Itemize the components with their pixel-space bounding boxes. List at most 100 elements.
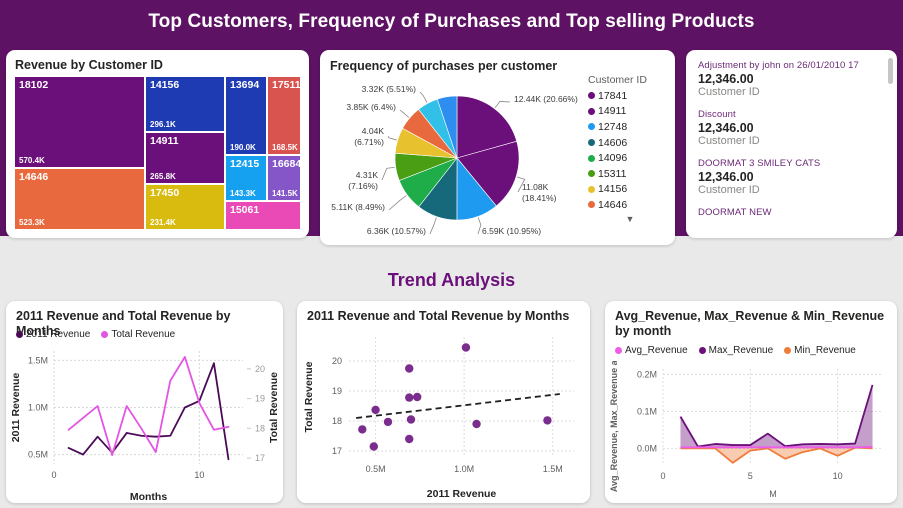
treemap-tile[interactable]: 18102 570.4K [14,76,145,168]
scatter-chart-plot[interactable]: 17 18 19 20 0.5M 1.0M 1.5M 2011 Revenue Total Re… [297,325,590,503]
product-list-item[interactable]: DOORMAT 3 SMILEY CATS 12,346.00 Customer I… [698,158,887,196]
pie-legend-item[interactable]: 14911 [588,104,672,120]
treemap-plot[interactable]: 18102 570.4K 14646 523.3K 14156 296.1K 14911 26… [14,76,301,230]
scatter-point[interactable] [405,393,414,402]
pie-slice[interactable] [456,140,520,207]
revenue-scatter-chart-card[interactable]: 2011 Revenue and Total Revenue by Months… [297,301,590,503]
pie-legend-item[interactable]: 14606 [588,135,672,151]
revenue-area-chart-card[interactable]: Avg_Revenue, Max_Revenue & Min_Revenue b… [605,301,897,503]
revenue-by-customer-card[interactable]: Revenue by Customer ID 18102 570.4K 14646 5… [6,50,309,238]
pie-legend-label: 15311 [598,167,627,180]
treemap-tile[interactable]: 14646 523.3K [14,168,145,230]
line-chart-legend[interactable]: 2011 Revenue Total Revenue [16,329,183,340]
scatter-point[interactable] [472,419,481,429]
treemap-tile-value: 190.0K [230,143,256,152]
product-value: 12,346.00 [698,72,754,86]
scatter-point[interactable] [413,392,422,402]
product-list-scrollbar[interactable] [888,58,893,84]
area-series-line[interactable] [680,446,873,464]
pie-slice[interactable] [436,95,458,159]
scatter-point[interactable] [383,417,393,427]
legend-item[interactable]: Min_Revenue [784,345,856,356]
pie-slice-label: 4.04K [362,126,385,136]
frequency-of-purchases-card[interactable]: Frequency of purchases per customer 12.4… [320,50,675,245]
treemap-tile[interactable]: 14156 296.1K [145,76,225,132]
axis-text: 1.5M [28,355,48,365]
treemap-tile[interactable]: 15061 [225,201,301,230]
trendline [355,393,560,419]
axis-text: 2011 Revenue [427,488,497,500]
axis-text: Months [130,491,167,503]
pie-slice-label: 3.32K (5.51%) [362,84,417,94]
legend-label: Max_Revenue [708,345,774,356]
product-measure-label: Customer ID [698,184,760,196]
treemap-tile-id: 16684 [272,158,301,170]
pie-legend-item[interactable]: 12748 [588,119,672,135]
area-chart-legend[interactable]: Avg_Revenue Max_Revenue Min_Revenue [615,345,864,356]
scatter-point[interactable] [405,364,414,373]
pie-chart[interactable]: 12.44K (20.66%) 11.08K(18.41%) 6.59K (10.9… [322,70,592,242]
treemap-tile[interactable]: 13694 190.0K [225,76,267,155]
scatter-chart-title: 2011 Revenue and Total Revenue by Months [307,309,570,323]
pie-slice-label: (18.41%) [522,193,557,203]
area-chart-plot[interactable]: 0.0M 0.1M 0.2M 0 5 10 M Avg_Revenue, Max_Revenu… [605,361,897,501]
treemap-tile[interactable]: 12415 143.3K [225,155,267,201]
scatter-point[interactable] [461,343,471,352]
treemap-tile-id: 13694 [230,79,260,91]
treemap-tile[interactable]: 16684 141.5K [267,155,301,201]
pie-legend-label: 12748 [598,120,628,133]
pie-slice-label: 11.08K [522,182,549,192]
pie-legend-more-icon[interactable]: ▼ [625,213,635,224]
legend-dot-icon [101,331,109,338]
legend-dot-icon [588,139,595,147]
revenue-line-chart-card[interactable]: 2011 Revenue and Total Revenue by Months… [6,301,283,503]
product-name: DOORMAT 3 SMILEY CATS [698,158,821,169]
treemap-tile-id: 14911 [150,135,179,147]
pie-legend-item[interactable]: 14646 [588,197,672,213]
legend-dot-icon [588,92,595,100]
pie-legend[interactable]: Customer ID 17841 14911 12748 14606 14096 153… [588,74,672,224]
area-series-line[interactable] [679,384,874,448]
pie-legend-item[interactable]: 17841 [588,88,672,104]
legend-item[interactable]: Avg_Revenue [615,345,688,356]
axis-text: Total Revenue [268,372,280,443]
product-list[interactable]: Adjustment by john on 26/01/2010 17 12,34… [698,60,887,215]
legend-item[interactable]: 2011 Revenue [16,329,90,340]
line-series[interactable] [67,362,230,461]
axis-text: 2011 Revenue [10,373,22,443]
pie-legend-title: Customer ID [588,74,647,86]
product-value: 12,346.00 [698,170,754,184]
line-series[interactable] [67,356,230,456]
scatter-point[interactable] [369,442,379,451]
scatter-point[interactable] [358,425,367,434]
pie-legend-item[interactable]: 14156 [588,182,672,198]
product-list-item[interactable]: Discount 12,346.00 Customer ID [698,109,887,147]
pie-legend-item[interactable]: 14096 [588,150,672,166]
treemap-tile-value: 168.5K [272,143,298,152]
scatter-point[interactable] [406,415,416,424]
product-name: Discount [698,109,736,120]
product-list-item-clipped[interactable]: DOORMAT NEW [698,207,887,215]
scatter-point[interactable] [405,434,414,444]
legend-item[interactable]: Total Revenue [101,329,175,340]
legend-dot-icon [588,123,595,131]
pie-slice[interactable] [456,95,518,159]
treemap-tile[interactable]: 17511 168.5K [267,76,301,155]
pie-legend-item[interactable]: 15311 [588,166,672,182]
axis-text: Total Revenue [303,361,315,432]
pie-label-leader [516,176,526,193]
area-chart-title: Avg_Revenue, Max_Revenue & Min_Revenue b… [615,309,885,338]
top-selling-products-card[interactable]: Adjustment by john on 26/01/2010 17 12,34… [686,50,897,238]
product-list-item[interactable]: Adjustment by john on 26/01/2010 17 12,34… [698,60,887,98]
line-chart-plot[interactable]: 0.5M 1.0M 1.5M 17 18 19 20 0 10 Months 2011 Revenu… [6,341,283,503]
scatter-point[interactable] [543,416,552,425]
legend-label: Avg_Revenue [625,345,688,356]
treemap-tile[interactable]: 14911 265.8K [145,132,225,184]
axis-text: 18 [332,416,342,426]
treemap-tile-id: 12415 [230,158,260,170]
treemap-tile[interactable]: 17450 231.4K [145,184,225,230]
legend-item[interactable]: Max_Revenue [698,345,774,356]
scatter-point[interactable] [371,405,380,415]
pie-slice-label: 5.11K (8.49%) [331,202,385,212]
